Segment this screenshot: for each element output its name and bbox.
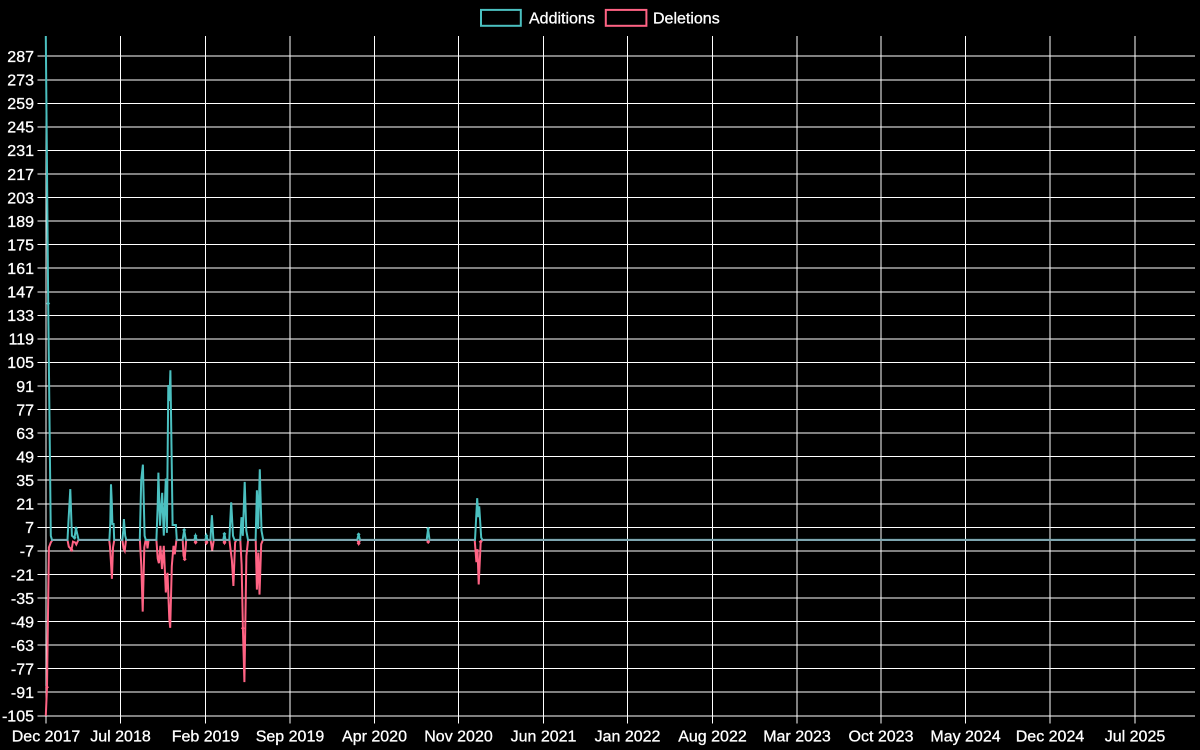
svg-text:Feb 2019: Feb 2019 bbox=[172, 729, 240, 746]
svg-text:273: 273 bbox=[7, 73, 34, 90]
svg-text:133: 133 bbox=[7, 308, 34, 325]
svg-text:-7: -7 bbox=[20, 544, 34, 561]
svg-text:May 2024: May 2024 bbox=[930, 729, 1000, 746]
svg-text:Mar 2023: Mar 2023 bbox=[763, 729, 831, 746]
svg-text:Jan 2022: Jan 2022 bbox=[595, 729, 661, 746]
svg-text:119: 119 bbox=[8, 332, 34, 349]
svg-text:Jun 2021: Jun 2021 bbox=[511, 729, 577, 746]
svg-text:245: 245 bbox=[7, 120, 34, 137]
svg-text:287: 287 bbox=[7, 49, 34, 66]
svg-text:Oct 2023: Oct 2023 bbox=[849, 729, 914, 746]
svg-text:Apr 2020: Apr 2020 bbox=[342, 729, 407, 746]
svg-text:Deletions: Deletions bbox=[653, 11, 720, 28]
svg-text:49: 49 bbox=[16, 450, 34, 467]
svg-text:Additions: Additions bbox=[529, 11, 595, 28]
svg-text:-63: -63 bbox=[11, 638, 34, 655]
svg-text:105: 105 bbox=[7, 355, 34, 372]
svg-text:77: 77 bbox=[16, 402, 34, 419]
svg-text:203: 203 bbox=[7, 190, 34, 207]
svg-text:21: 21 bbox=[16, 497, 34, 514]
svg-text:147: 147 bbox=[7, 285, 34, 302]
svg-text:217: 217 bbox=[7, 167, 34, 184]
svg-text:Dec 2017: Dec 2017 bbox=[12, 729, 81, 746]
svg-text:-35: -35 bbox=[11, 591, 34, 608]
svg-text:Jul 2025: Jul 2025 bbox=[1105, 729, 1166, 746]
svg-text:91: 91 bbox=[16, 379, 34, 396]
svg-text:189: 189 bbox=[7, 214, 34, 231]
svg-text:-77: -77 bbox=[11, 662, 34, 679]
svg-text:-49: -49 bbox=[11, 614, 34, 631]
svg-text:-105: -105 bbox=[2, 709, 34, 726]
svg-text:-21: -21 bbox=[11, 567, 34, 584]
svg-text:Dec 2024: Dec 2024 bbox=[1016, 729, 1085, 746]
svg-text:231: 231 bbox=[7, 143, 34, 160]
svg-text:-91: -91 bbox=[11, 685, 34, 702]
svg-text:63: 63 bbox=[16, 426, 34, 443]
svg-text:161: 161 bbox=[7, 261, 34, 278]
svg-text:35: 35 bbox=[16, 473, 34, 490]
svg-text:Aug 2022: Aug 2022 bbox=[678, 729, 747, 746]
svg-text:Jul 2018: Jul 2018 bbox=[90, 729, 151, 746]
svg-text:259: 259 bbox=[7, 96, 34, 113]
svg-text:Nov 2020: Nov 2020 bbox=[424, 729, 493, 746]
svg-text:Sep 2019: Sep 2019 bbox=[256, 729, 325, 746]
svg-text:7: 7 bbox=[25, 520, 34, 537]
svg-text:175: 175 bbox=[7, 238, 34, 255]
